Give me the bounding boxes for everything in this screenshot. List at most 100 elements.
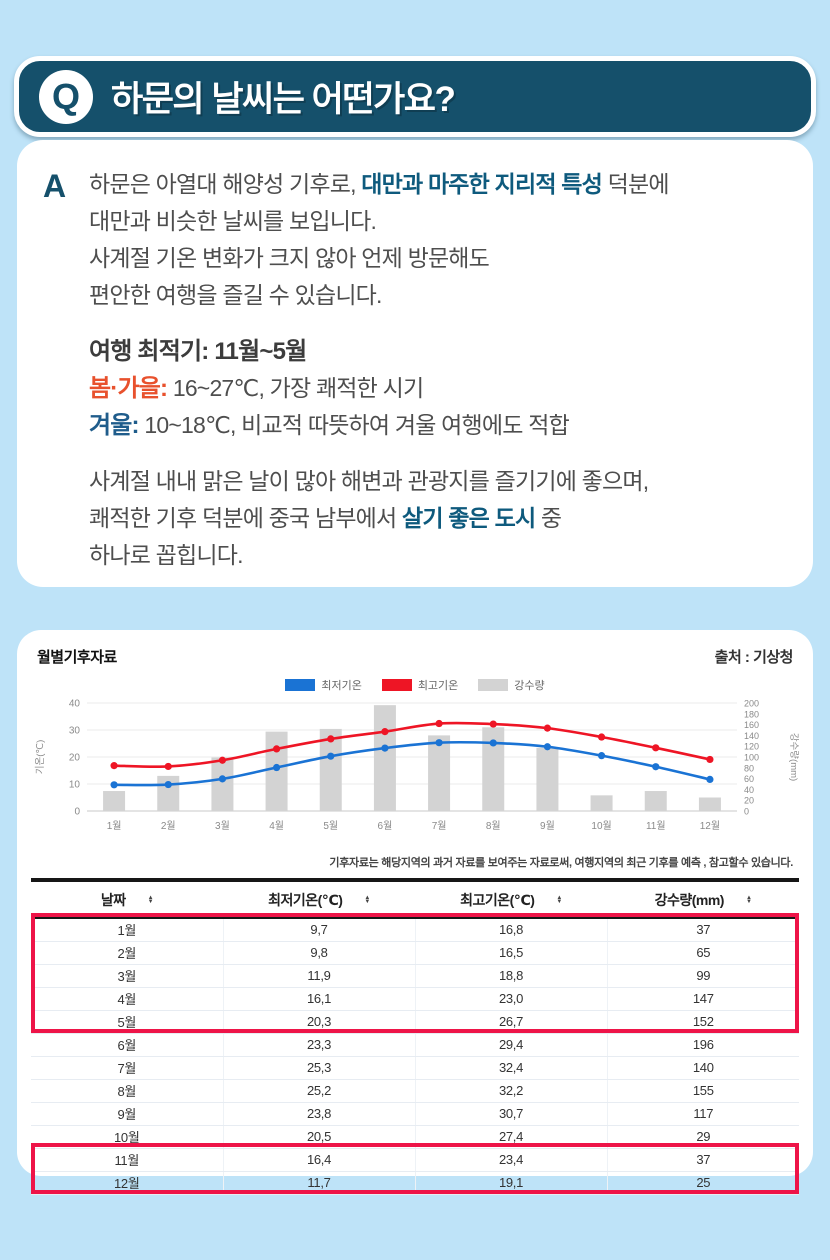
table-cell: 26,7 (414, 1010, 607, 1034)
table-cell: 196 (606, 1033, 799, 1057)
svg-text:60: 60 (744, 774, 754, 784)
answer-highlight-livable-city: 살기 좋은 도시 (402, 505, 536, 531)
answer-text: 대만과 비슷한 날씨를 보입니다. (89, 208, 377, 234)
table-row: 3월 11,9 18,8 99 (31, 964, 799, 988)
table-cell: 155 (606, 1079, 799, 1103)
climate-table-head: 날짜 ▲ ▼ 최저기온(℃) ▲ ▼ 최고기온(℃) ▲ ▼ 강수량(mm) ▲ ▼ (31, 878, 799, 919)
answer-highlight-geography: 대만과 마주한 지리적 특성 (361, 171, 603, 197)
table-cell: 23,3 (222, 1033, 415, 1057)
climate-table: 날짜 ▲ ▼ 최저기온(℃) ▲ ▼ 최고기온(℃) ▲ ▼ 강수량(mm) ▲ ▼ 1월 9,7 16,… (31, 878, 799, 1195)
answer-marker: A (43, 168, 67, 204)
sort-arrows-icon[interactable]: ▲ ▼ (556, 894, 562, 905)
answer-text: 사계절 기온 변화가 크지 않아 언제 방문해도 (89, 245, 490, 271)
table-cell: 9,7 (222, 918, 415, 942)
svg-text:20: 20 (69, 753, 81, 764)
svg-text:0: 0 (744, 807, 749, 817)
legend-label: 강수량 (514, 680, 545, 692)
question-title: 하문의 날씨는 어떤가요? (111, 80, 456, 119)
svg-text:기온(℃): 기온(℃) (35, 740, 46, 774)
answer-body: 하문은 아열대 해양성 기후로, 대만과 마주한 지리적 특성 덕분에 대만과 … (89, 166, 669, 587)
table-cell: 23,0 (414, 987, 607, 1011)
table-cell: 8월 (31, 1079, 223, 1103)
svg-text:3월: 3월 (215, 820, 230, 832)
answer-paragraph-3: 사계절 내내 맑은 날이 많아 해변과 관광지를 즐기기에 좋으며, 쾌적한 기… (89, 463, 669, 574)
sort-arrows-icon[interactable]: ▲ ▼ (364, 894, 370, 905)
table-row: 9월 23,8 30,7 117 (31, 1102, 799, 1126)
table-cell: 18,8 (414, 964, 607, 988)
table-cell: 10월 (31, 1125, 223, 1149)
table-row: 8월 25,2 32,2 155 (31, 1079, 799, 1103)
table-cell: 147 (606, 987, 799, 1011)
table-cell: 1월 (31, 918, 223, 942)
table-cell: 3월 (31, 964, 223, 988)
table-column-header[interactable]: 날짜 ▲ ▼ (31, 878, 223, 919)
answer-card: A 하문은 아열대 해양성 기후로, 대만과 마주한 지리적 특성 덕분에 대만… (17, 140, 813, 587)
svg-text:40: 40 (69, 699, 81, 710)
table-cell: 99 (606, 964, 799, 988)
svg-text:12월: 12월 (700, 820, 720, 832)
sort-arrows-icon[interactable]: ▲ ▼ (147, 894, 154, 905)
climate-chart-svg: 010203040020406080100120140160180200기온(℃… (35, 699, 800, 833)
table-cell: 12월 (31, 1171, 223, 1195)
table-cell: 32,4 (414, 1056, 607, 1080)
table-cell: 19,1 (414, 1171, 607, 1195)
table-cell: 29 (606, 1125, 799, 1149)
answer-paragraph-1: 하문은 아열대 해양성 기후로, 대만과 마주한 지리적 특성 덕분에 대만과 … (89, 166, 669, 314)
answer-text: 하나로 꼽힙니다. (89, 542, 244, 568)
table-cell: 16,1 (222, 987, 415, 1011)
climate-card-header: 월별기후자료 출처 : 기상청 (31, 644, 799, 667)
table-cell: 37 (606, 918, 799, 942)
answer-text: 사계절 내내 맑은 날이 많아 해변과 관광지를 즐기기에 좋으며, (89, 468, 649, 494)
table-column-header[interactable]: 최저기온(℃) ▲ ▼ (223, 878, 415, 919)
legend-item-max-temp: 최고기온 (381, 677, 459, 693)
table-cell: 29,4 (414, 1033, 607, 1057)
answer-text: 쾌적한 기후 덕분에 중국 남부에서 (89, 505, 402, 531)
table-row: 6월 23,3 29,4 196 (31, 1033, 799, 1057)
table-cell: 37 (606, 1148, 799, 1172)
climate-table-wrap: 날짜 ▲ ▼ 최저기온(℃) ▲ ▼ 최고기온(℃) ▲ ▼ 강수량(mm) ▲ ▼ 1월 9,7 16,… (31, 878, 799, 1195)
winter-text: 10~18℃, 비교적 따뜻하여 겨울 여행에도 적합 (138, 412, 569, 438)
svg-text:160: 160 (744, 720, 759, 730)
legend-label: 최고기온 (417, 680, 459, 692)
table-row: 10월 20,5 27,4 29 (31, 1125, 799, 1149)
table-row: 11월 16,4 23,4 37 (31, 1148, 799, 1172)
table-cell: 25,2 (222, 1079, 415, 1103)
chart-legend: 최저기온 최고기온 강수량 (31, 677, 799, 693)
table-cell: 11,7 (222, 1171, 415, 1195)
svg-text:6월: 6월 (378, 820, 393, 832)
table-cell: 30,7 (414, 1102, 607, 1126)
svg-text:7월: 7월 (432, 820, 447, 832)
question-header: Q 하문의 날씨는 어떤가요? (14, 56, 816, 137)
climate-chart: 0 10 20 30 40 0 20 40 60 80 100 120 140 160 180 200 기온(℃… (31, 695, 800, 848)
winter-label: 겨울: (89, 412, 140, 439)
table-column-header[interactable]: 강수량(mm) ▲ ▼ (607, 878, 799, 919)
svg-text:5월: 5월 (323, 820, 338, 832)
column-label: 강수량(mm) (654, 891, 725, 908)
precip-swatch-icon (478, 679, 509, 691)
legend-item-min-temp: 최저기온 (285, 677, 362, 693)
table-column-header[interactable]: 최고기온(℃) ▲ ▼ (415, 878, 607, 919)
svg-text:2월: 2월 (161, 820, 176, 832)
table-cell: 11,9 (222, 964, 415, 988)
table-cell: 16,8 (414, 918, 607, 942)
legend-item-precip: 강수량 (478, 677, 545, 693)
svg-text:20: 20 (744, 796, 754, 806)
svg-text:강수량(mm): 강수량(mm) (788, 733, 799, 781)
svg-text:200: 200 (744, 699, 759, 709)
answer-text: 편안한 여행을 즐길 수 있습니다. (89, 282, 382, 308)
best-travel-period: 여행 최적기: 11월~5월 (89, 338, 307, 365)
table-row: 7월 25,3 32,4 140 (31, 1056, 799, 1080)
sort-arrows-icon[interactable]: ▲ ▼ (745, 894, 752, 905)
svg-text:10: 10 (69, 780, 81, 791)
column-label: 날짜 (100, 891, 126, 908)
table-cell: 11월 (31, 1148, 223, 1172)
svg-text:180: 180 (744, 709, 759, 719)
svg-text:100: 100 (744, 753, 759, 763)
table-cell: 7월 (31, 1056, 223, 1080)
table-cell: 16,4 (222, 1148, 415, 1172)
svg-text:11월: 11월 (646, 820, 666, 832)
svg-text:1월: 1월 (107, 820, 122, 832)
table-cell: 16,5 (414, 941, 607, 965)
spring-fall-label: 봄·가을: (89, 375, 168, 402)
table-cell: 2월 (31, 941, 223, 965)
